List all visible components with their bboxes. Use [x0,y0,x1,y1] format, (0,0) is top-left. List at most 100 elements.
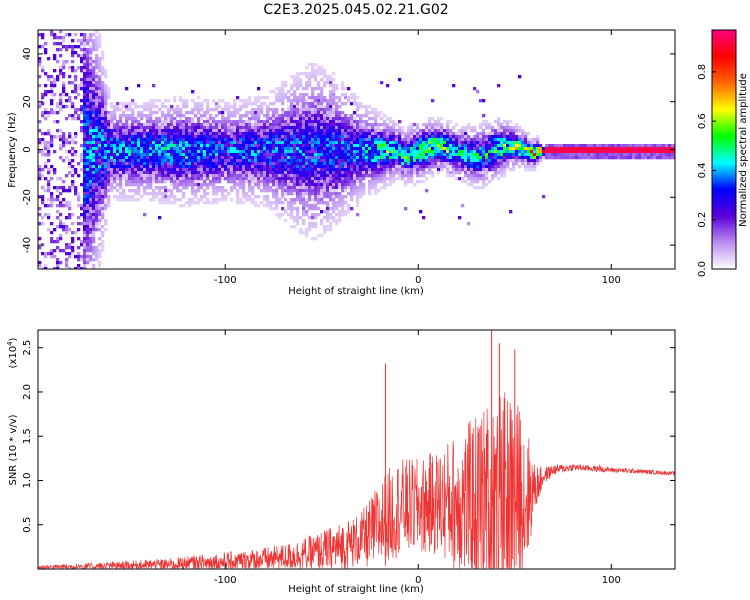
spectrogram-cell [95,111,99,115]
spectrogram-cell [200,168,204,172]
spectrogram-cell [209,183,213,187]
spectrogram-cell [137,135,141,139]
spectrogram-cell [233,126,237,130]
spectrogram-cell [509,126,513,130]
spectrogram-cell [137,171,141,175]
spectrogram-cell [47,183,51,187]
spectrogram-cell [227,126,231,130]
spectrogram-cell [140,162,144,166]
spectrogram-cell [419,129,423,133]
spectrogram-cell [113,171,117,175]
spectrogram-cell [248,162,252,166]
spectrogram-cell [275,129,279,133]
spectrogram-cell [128,177,132,181]
spectrogram-cell [98,108,102,112]
spectrogram-cell [509,132,513,136]
spectrogram-cell [476,132,480,136]
spectrogram-cell [467,183,471,187]
spectrogram-cell [344,195,348,199]
spectrogram-cell [53,57,57,61]
spectrogram-cell [242,192,246,196]
spectrogram-cell [230,132,234,136]
spectrogram-cell [191,165,195,169]
spectrogram-cell [245,123,249,127]
spectrogram-cell [131,138,135,142]
spectrogram-cell [131,150,135,154]
spectrogram-cell [101,192,105,196]
spectrogram-cell [182,126,186,130]
spectrogram-cell [329,225,333,229]
spectrogram-cell [239,144,243,148]
spectrogram-cell [125,144,129,148]
spectrogram-cell [257,168,261,172]
spectrogram-cell [524,159,528,163]
spectrogram-cell [341,156,345,160]
spectrogram-cell [329,129,333,133]
spectrogram-cell [347,87,351,91]
spectrogram-cell [92,192,96,196]
spectrogram-cell [332,153,336,157]
spectrogram-cell [329,192,333,196]
spectrogram-cell [446,162,450,166]
spectrogram-cell [107,132,111,136]
spectrogram-cell [479,156,483,160]
spectrogram-cell [308,84,312,88]
spectrogram-cell [236,189,240,193]
spectrogram-cell [107,174,111,178]
spectrogram-cell [329,162,333,166]
spectrogram-cell [230,111,234,115]
spectrogram-cell [293,174,297,178]
spectrogram-cell [95,54,99,58]
spectrogram-cell [269,168,273,172]
spectrogram-cell [101,72,105,76]
spectrogram-cell [209,132,213,136]
spectrogram-cell [455,168,459,172]
spectrogram-cell [515,144,519,148]
spectrogram-cell [287,180,291,184]
spectrogram-cell [92,33,96,37]
spectrogram-cell [428,132,432,136]
spectrogram-cell [290,138,294,142]
spectrogram-cell [176,180,180,184]
spectrogram-cell [512,129,516,133]
spectrogram-cell [290,174,294,178]
spectrogram-cell [182,132,186,136]
spectrogram-cell [233,156,237,160]
spectrogram-cell [284,198,288,202]
spectrogram-cell [425,132,429,136]
spectrogram-cell [179,99,183,103]
spectrogram-cell [299,162,303,166]
spectrogram-cell [248,111,252,115]
spectrogram-cell [56,267,60,269]
spectrogram-cell [269,144,273,148]
spectrogram-cell [404,165,408,169]
spectrogram-cell [260,156,264,160]
spectrogram-cell [359,165,363,169]
spectrogram-cell [254,120,258,124]
spectrogram-cell [515,159,519,163]
spectrogram-cell [77,45,81,49]
spectrogram-cell [350,189,354,193]
spectrogram-cell [416,138,420,142]
spectrogram-cell [257,138,261,142]
spectrogram-cell [425,177,429,181]
spectrogram-cell [461,168,465,172]
spectrogram-cell [92,120,96,124]
spectrogram-cell [359,129,363,133]
spectrogram-cell [218,147,222,151]
spectrogram-cell [83,261,87,265]
spectrogram-cell [110,105,114,109]
spectrogram-cell [311,120,315,124]
spectrogram-cell [287,204,291,208]
spectrogram-cell [98,42,102,46]
spectrogram-cell [278,129,282,133]
spectrogram-cell [359,147,363,151]
spectrogram-cell [221,147,225,151]
spectrogram-cell [188,132,192,136]
spectrogram-cell [290,180,294,184]
spectrogram-cell [467,162,471,166]
spectrogram-cell [119,192,123,196]
spectrogram-cell [83,189,87,193]
spectrogram-cell [236,120,240,124]
spectrogram-cell [68,96,72,100]
